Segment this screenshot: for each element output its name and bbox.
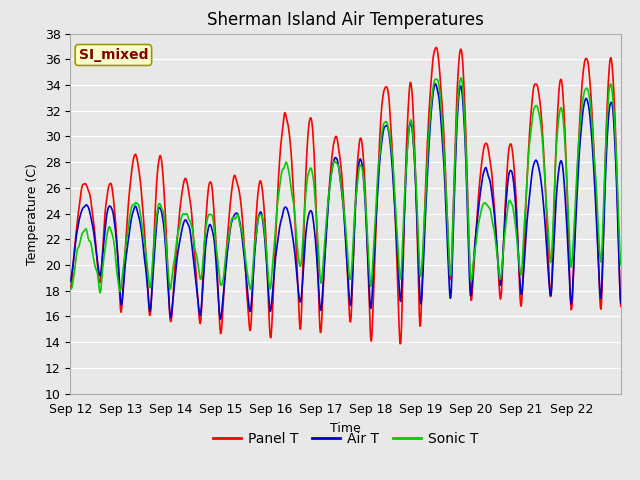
- Text: SI_mixed: SI_mixed: [79, 48, 148, 62]
- Legend: Panel T, Air T, Sonic T: Panel T, Air T, Sonic T: [208, 426, 483, 452]
- X-axis label: Time: Time: [330, 422, 361, 435]
- Y-axis label: Temperature (C): Temperature (C): [26, 163, 39, 264]
- Title: Sherman Island Air Temperatures: Sherman Island Air Temperatures: [207, 11, 484, 29]
